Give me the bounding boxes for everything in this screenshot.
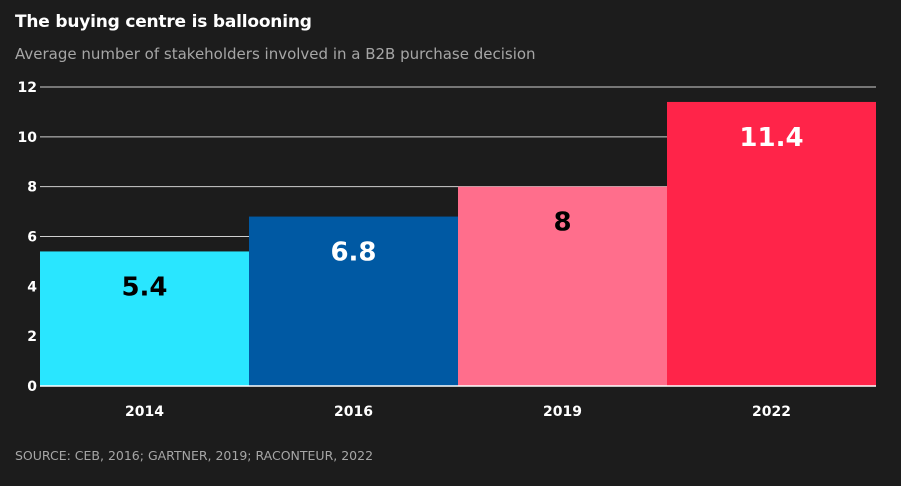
x-tick-label: 2014 bbox=[125, 404, 164, 420]
data-label: 5.4 bbox=[121, 272, 167, 302]
chart-subtitle: Average number of stakeholders involved … bbox=[15, 45, 536, 63]
y-tick-label: 2 bbox=[27, 329, 37, 345]
data-label: 6.8 bbox=[330, 238, 376, 268]
y-tick-label: 4 bbox=[27, 279, 37, 295]
bar-2014 bbox=[40, 251, 249, 386]
y-tick-label: 6 bbox=[27, 230, 37, 246]
source-note: SOURCE: CEB, 2016; GARTNER, 2019; RACONT… bbox=[15, 448, 374, 463]
bar-2019 bbox=[458, 186, 667, 386]
bar-2022 bbox=[667, 101, 876, 386]
x-tick-label: 2016 bbox=[334, 404, 373, 420]
y-tick-label: 8 bbox=[27, 180, 37, 196]
labels: 5.4 6.8 8 11.4 bbox=[121, 123, 803, 303]
x-tick-label: 2019 bbox=[543, 404, 582, 420]
chart-title: The buying centre is ballooning bbox=[15, 12, 312, 32]
y-tick-label: 12 bbox=[18, 80, 37, 96]
axes: 0 2 4 6 8 10 12 2014 2016 2019 2022 bbox=[18, 80, 876, 420]
bar-2016 bbox=[249, 216, 458, 386]
y-tick-label: 0 bbox=[27, 379, 37, 395]
data-label: 8 bbox=[553, 208, 571, 238]
x-tick-label: 2022 bbox=[752, 404, 791, 420]
bars bbox=[40, 101, 876, 386]
data-label: 11.4 bbox=[739, 123, 803, 153]
y-tick-label: 10 bbox=[18, 130, 38, 146]
